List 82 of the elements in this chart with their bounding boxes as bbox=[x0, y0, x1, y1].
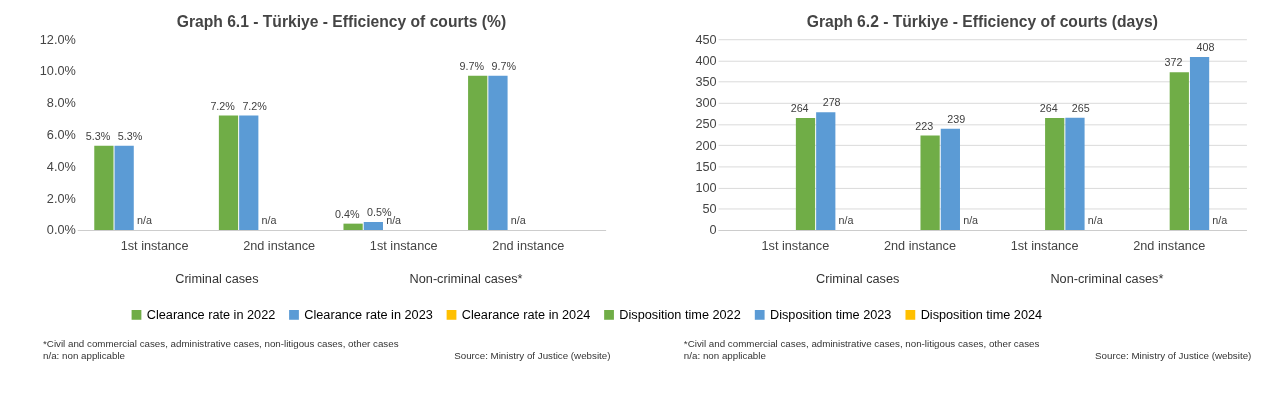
legend-label: Clearance rate in 2022 bbox=[146, 306, 276, 322]
y-tick-label: 12.0% bbox=[39, 31, 76, 47]
source-note: Source: Ministry of Justice (website) bbox=[454, 350, 611, 362]
bar bbox=[218, 115, 239, 230]
data-label: 239 bbox=[947, 112, 966, 125]
text: n/a: non applicable bbox=[43, 350, 126, 362]
bar bbox=[343, 223, 363, 230]
x-tick-label: 1st instance bbox=[120, 238, 189, 254]
bar bbox=[816, 112, 836, 230]
bar bbox=[1065, 117, 1085, 230]
x-tick-label: 1st instance bbox=[1010, 238, 1079, 254]
bar bbox=[488, 75, 508, 230]
bar bbox=[468, 75, 488, 230]
bar bbox=[1045, 118, 1065, 230]
text: Non-criminal cases* bbox=[1050, 270, 1164, 286]
y-tick-label: 6.0% bbox=[46, 127, 76, 143]
text: Criminal cases bbox=[816, 270, 900, 286]
y-tick-label: 350 bbox=[695, 74, 717, 90]
text: *Civil and commercial cases, administrative cases, non-litigous cases, other cases bbox=[43, 338, 399, 350]
text: n/a bbox=[261, 214, 277, 227]
chart-title: Graph 6.1 - Türkiye - Efficiency of courts (%) bbox=[176, 12, 507, 30]
data-label: 5.3% bbox=[85, 129, 111, 142]
text: Criminal cases bbox=[175, 270, 259, 286]
data-label: 9.7% bbox=[491, 59, 517, 72]
text: n/a bbox=[510, 214, 526, 227]
y-tick-label: 2.0% bbox=[46, 190, 76, 206]
bar bbox=[363, 222, 383, 230]
legend-label: Clearance rate in 2024 bbox=[461, 306, 591, 322]
bar bbox=[795, 118, 816, 230]
text: Non-criminal cases* bbox=[409, 270, 523, 286]
bar bbox=[239, 115, 259, 230]
bar bbox=[94, 145, 114, 230]
legend-label: Clearance rate in 2023 bbox=[304, 306, 433, 322]
y-tick-label: 250 bbox=[695, 116, 717, 132]
text: n/a bbox=[1087, 214, 1103, 227]
bar bbox=[114, 145, 134, 230]
text: n/a bbox=[838, 214, 854, 227]
data-label: 278 bbox=[822, 96, 841, 109]
y-tick-label: 400 bbox=[695, 52, 717, 68]
legend-label: Disposition time 2023 bbox=[769, 306, 892, 322]
data-label: 264 bbox=[1039, 102, 1058, 115]
x-tick-label: 2nd instance bbox=[1133, 238, 1206, 254]
source-note: Source: Ministry of Justice (website) bbox=[1095, 350, 1252, 362]
data-label: 5.3% bbox=[117, 129, 143, 142]
y-tick-label: 10.0% bbox=[39, 63, 76, 79]
y-tick-label: 150 bbox=[695, 158, 717, 174]
y-tick-label: 300 bbox=[695, 95, 717, 111]
x-tick-label: 1st instance bbox=[369, 238, 438, 254]
data-label: 0.5% bbox=[366, 206, 392, 219]
x-tick-label: 1st instance bbox=[761, 238, 830, 254]
x-tick-label: 2nd instance bbox=[883, 238, 956, 254]
data-label: 9.7% bbox=[459, 59, 485, 72]
text: n/a bbox=[1212, 214, 1228, 227]
text: n/a bbox=[963, 214, 979, 227]
chart-title: Graph 6.2 - Türkiye - Efficiency of courts (days) bbox=[806, 12, 1158, 30]
legend-label: Disposition time 2022 bbox=[619, 306, 741, 322]
y-tick-label: 8.0% bbox=[46, 95, 76, 111]
y-tick-label: 0 bbox=[709, 222, 717, 238]
data-label: 264 bbox=[790, 102, 809, 115]
text: n/a: non applicable bbox=[683, 350, 766, 362]
y-tick-label: 450 bbox=[695, 31, 717, 47]
legend-label: Disposition time 2024 bbox=[920, 306, 1043, 322]
bar bbox=[1169, 72, 1189, 230]
y-tick-label: 200 bbox=[695, 137, 717, 153]
data-label: 223 bbox=[915, 119, 934, 132]
bar bbox=[920, 135, 940, 230]
bar bbox=[1189, 57, 1210, 230]
data-label: 0.4% bbox=[334, 207, 360, 220]
text: n/a bbox=[136, 214, 152, 227]
data-label: 7.2% bbox=[242, 99, 268, 112]
x-tick-label: 2nd instance bbox=[243, 238, 316, 254]
y-tick-label: 100 bbox=[695, 180, 717, 196]
y-tick-label: 50 bbox=[702, 201, 717, 217]
bar bbox=[940, 128, 960, 230]
data-label: 7.2% bbox=[210, 99, 236, 112]
data-label: 372 bbox=[1164, 56, 1183, 69]
y-tick-label: 0.0% bbox=[46, 222, 76, 238]
y-tick-label: 4.0% bbox=[46, 158, 76, 174]
data-label: 408 bbox=[1196, 41, 1215, 54]
text: *Civil and commercial cases, administrative cases, non-litigous cases, other cases bbox=[683, 338, 1040, 350]
data-label: 265 bbox=[1071, 101, 1090, 114]
x-tick-label: 2nd instance bbox=[492, 238, 565, 254]
